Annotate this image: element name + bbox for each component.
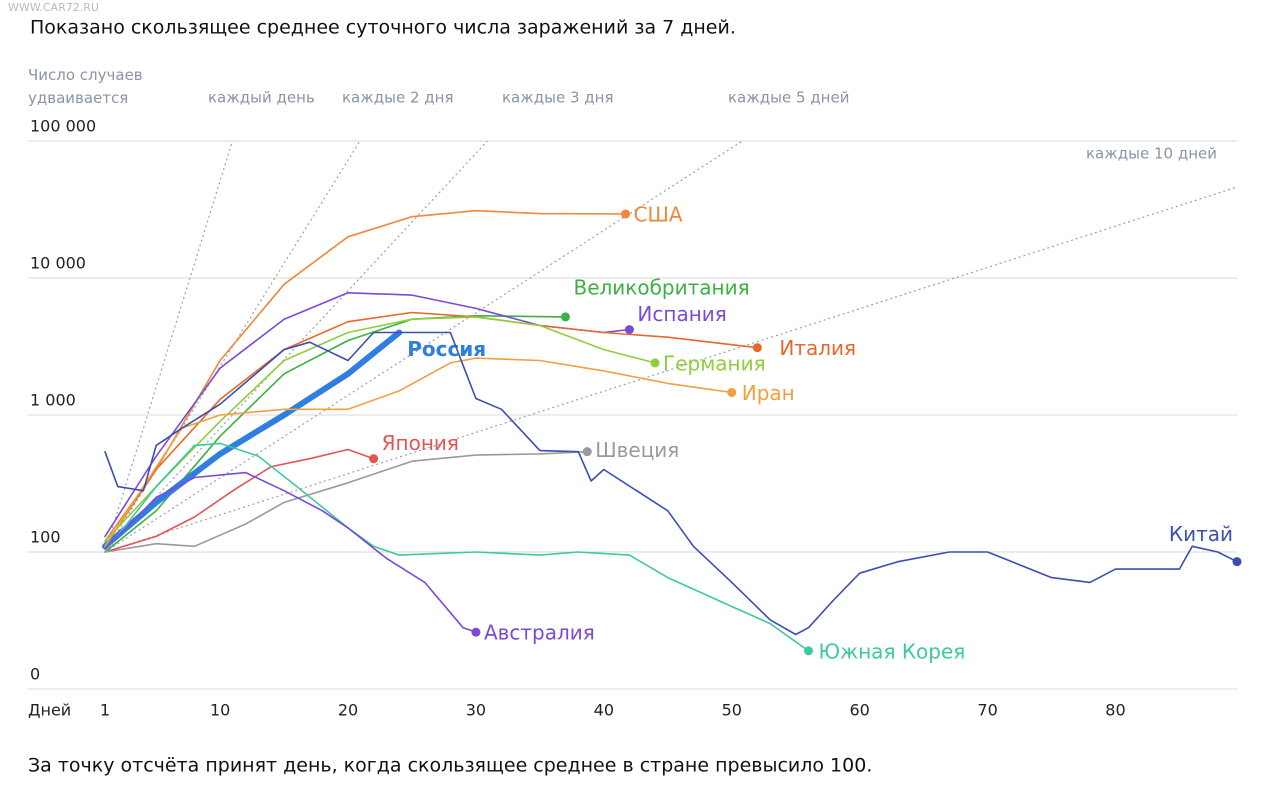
doubling-label: каждые 2 дня: [342, 89, 454, 107]
series-line: [104, 471, 477, 633]
watermark: WWW.CAR72.RU: [8, 1, 99, 14]
series-line: [104, 209, 627, 542]
chart-title: Показано скользящее среднее суточного чи…: [30, 17, 736, 39]
series-label: США: [634, 203, 683, 227]
end-dot: [804, 646, 814, 656]
end-dot: [560, 312, 570, 322]
y-tick-label: 1 000: [30, 391, 76, 410]
x-axis-label: Дней: [28, 701, 71, 720]
series-label: Швеция: [595, 438, 679, 462]
doubling-line: [104, 140, 234, 553]
end-dot: [752, 343, 762, 353]
series-label: Южная Корея: [819, 639, 966, 663]
x-tick-label: 40: [594, 701, 614, 720]
series-label: Германия: [663, 351, 766, 375]
x-tick-label: 70: [977, 701, 997, 720]
series-line: [104, 448, 375, 553]
doubling-label: каждые 10 дней: [1086, 145, 1217, 163]
end-dot: [369, 454, 379, 464]
series-line: [104, 450, 588, 553]
y-tick-label: 100 000: [30, 117, 96, 136]
series-label: Великобритания: [573, 275, 749, 299]
y-tick-label: 10 000: [30, 254, 86, 273]
series-label: Испания: [637, 302, 726, 326]
series-label: Китай: [1169, 522, 1233, 546]
x-tick-label: 60: [849, 701, 869, 720]
doubling-title-box: Число случаев удваивается: [28, 66, 143, 107]
series-label: Иран: [742, 381, 795, 405]
x-tick-label: 80: [1105, 701, 1125, 720]
x-tick-label: 1: [100, 701, 110, 720]
series-line: [104, 442, 810, 652]
series-label: Россия: [407, 337, 486, 361]
doubling-line: [104, 140, 743, 553]
end-dot: [471, 627, 481, 637]
doubling-line: [104, 186, 1238, 553]
series-line: [104, 316, 656, 542]
doubling-label: каждые 3 дня: [502, 89, 614, 107]
series-line: [104, 331, 1238, 636]
end-dot: [621, 209, 631, 219]
footnote: За точку отсчёта принят день, когда скол…: [28, 755, 872, 777]
series-label: Италия: [779, 336, 856, 360]
x-tick-label: 50: [722, 701, 742, 720]
x-tick-label: 30: [466, 701, 486, 720]
end-dot: [1232, 557, 1242, 567]
x-tick-label: 20: [338, 701, 358, 720]
y-tick-label: 0: [30, 665, 40, 684]
end-dot: [727, 387, 737, 397]
doubling-label: каждые 5 дней: [728, 89, 849, 107]
series-line: [102, 329, 403, 550]
x-tick-label: 10: [210, 701, 230, 720]
end-dot: [650, 358, 660, 368]
end-dot: [624, 325, 634, 335]
y-tick-label: 100: [30, 528, 61, 547]
doubling-title: Число случаев удваивается: [28, 66, 143, 107]
series-label: Япония: [382, 431, 459, 455]
end-dot: [582, 447, 592, 457]
doubling-label: каждый день: [208, 89, 315, 107]
series-label: Австралия: [484, 621, 595, 645]
